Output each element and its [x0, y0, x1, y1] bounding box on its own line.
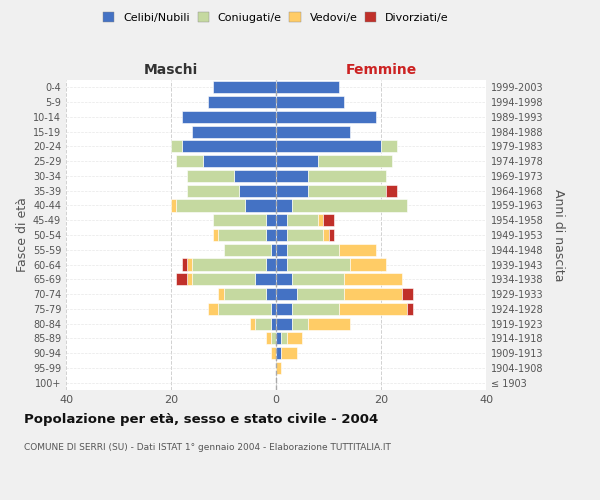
Bar	[276, 200, 292, 211]
Bar	[276, 229, 287, 241]
Bar	[281, 332, 287, 344]
Bar	[265, 288, 276, 300]
Bar	[287, 258, 349, 270]
Bar	[213, 229, 218, 241]
Bar	[213, 82, 276, 94]
Bar	[276, 244, 287, 256]
Bar	[344, 273, 402, 285]
Bar	[182, 111, 276, 123]
Bar	[323, 214, 334, 226]
Bar	[223, 288, 265, 300]
Bar	[276, 258, 287, 270]
Bar	[276, 126, 349, 138]
Bar	[308, 318, 349, 330]
Bar	[329, 229, 334, 241]
Bar	[192, 258, 265, 270]
Bar	[265, 214, 276, 226]
Bar	[176, 200, 245, 211]
Bar	[203, 155, 276, 167]
Bar	[276, 170, 308, 182]
Bar	[187, 273, 192, 285]
Text: Femmine: Femmine	[346, 64, 416, 78]
Bar	[402, 288, 413, 300]
Bar	[276, 214, 287, 226]
Bar	[223, 244, 271, 256]
Bar	[318, 155, 392, 167]
Bar	[255, 318, 271, 330]
Bar	[349, 258, 386, 270]
Bar	[292, 200, 407, 211]
Bar	[339, 244, 376, 256]
Bar	[176, 273, 187, 285]
Bar	[287, 214, 318, 226]
Bar	[287, 244, 339, 256]
Bar	[339, 303, 407, 315]
Bar	[218, 288, 223, 300]
Bar	[281, 347, 297, 359]
Bar	[265, 258, 276, 270]
Bar	[187, 258, 192, 270]
Text: COMUNE DI SERRI (SU) - Dati ISTAT 1° gennaio 2004 - Elaborazione TUTTITALIA.IT: COMUNE DI SERRI (SU) - Dati ISTAT 1° gen…	[24, 442, 391, 452]
Bar	[171, 200, 176, 211]
Bar	[323, 229, 329, 241]
Bar	[171, 140, 182, 152]
Bar	[245, 200, 276, 211]
Bar	[318, 214, 323, 226]
Bar	[297, 288, 344, 300]
Bar	[192, 126, 276, 138]
Bar	[276, 155, 318, 167]
Bar	[276, 332, 281, 344]
Bar	[239, 184, 276, 197]
Bar	[276, 82, 339, 94]
Bar	[250, 318, 255, 330]
Bar	[218, 303, 271, 315]
Bar	[182, 258, 187, 270]
Bar	[234, 170, 276, 182]
Y-axis label: Fasce di età: Fasce di età	[16, 198, 29, 272]
Bar	[271, 332, 276, 344]
Bar	[287, 229, 323, 241]
Bar	[276, 111, 376, 123]
Bar	[271, 347, 276, 359]
Bar	[176, 155, 203, 167]
Bar	[381, 140, 397, 152]
Bar	[271, 318, 276, 330]
Bar	[276, 362, 281, 374]
Bar	[407, 303, 413, 315]
Bar	[255, 273, 276, 285]
Y-axis label: Anni di nascita: Anni di nascita	[552, 188, 565, 281]
Bar	[276, 288, 297, 300]
Bar	[271, 244, 276, 256]
Text: Maschi: Maschi	[144, 64, 198, 78]
Bar	[192, 273, 255, 285]
Bar	[265, 229, 276, 241]
Bar	[292, 273, 344, 285]
Bar	[287, 332, 302, 344]
Bar	[187, 184, 239, 197]
Bar	[218, 229, 265, 241]
Legend: Celibi/Nubili, Coniugati/e, Vedovi/e, Divorziati/e: Celibi/Nubili, Coniugati/e, Vedovi/e, Di…	[99, 8, 453, 28]
Bar	[276, 96, 344, 108]
Bar	[344, 288, 402, 300]
Bar	[292, 318, 308, 330]
Bar	[276, 347, 281, 359]
Bar	[265, 332, 271, 344]
Bar	[308, 184, 386, 197]
Bar	[308, 170, 386, 182]
Bar	[187, 170, 234, 182]
Bar	[276, 184, 308, 197]
Bar	[208, 303, 218, 315]
Bar	[276, 303, 292, 315]
Bar	[386, 184, 397, 197]
Bar	[276, 273, 292, 285]
Bar	[276, 318, 292, 330]
Bar	[182, 140, 276, 152]
Bar	[292, 303, 339, 315]
Bar	[213, 214, 265, 226]
Text: Popolazione per età, sesso e stato civile - 2004: Popolazione per età, sesso e stato civil…	[24, 412, 378, 426]
Bar	[208, 96, 276, 108]
Bar	[271, 303, 276, 315]
Bar	[276, 140, 381, 152]
